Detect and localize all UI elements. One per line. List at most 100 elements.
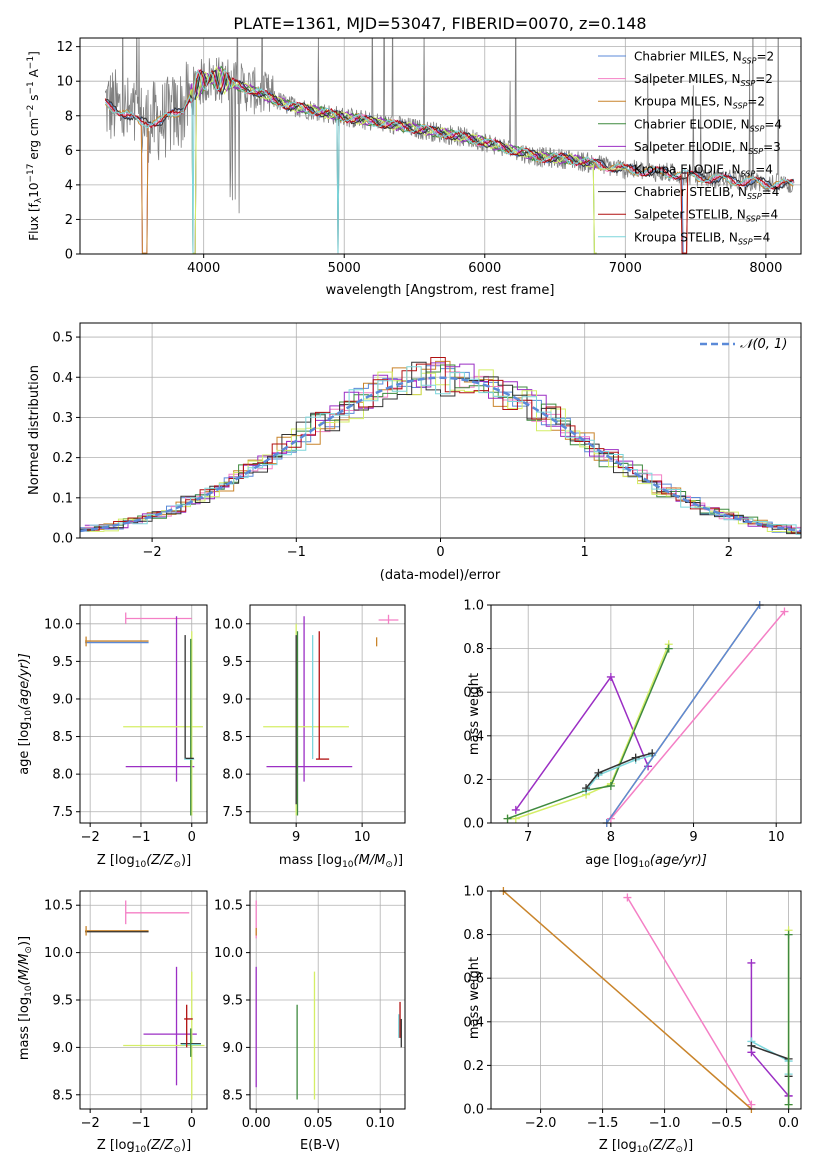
weight-z-x-label: Z [log10(Z/Z⊙)]: [599, 1138, 693, 1155]
p5-ytick-label: 0.4: [463, 729, 484, 744]
series-line-kroupa-miles: [502, 890, 752, 1110]
spectrum-xtick-label: 8000: [749, 261, 782, 276]
series-point-salpeter-miles: [623, 893, 632, 902]
legend-label-chabrier-stelib: Chabrier STELIB, NSSP=4: [634, 185, 779, 201]
spectrum-frame: [79, 37, 802, 255]
p8-ytick-label: 0.0: [463, 1103, 484, 1118]
spectrum-legend: Chabrier MILES, NSSP=2 Salpeter MILES, NS…: [598, 50, 782, 246]
p8-grid: [491, 890, 801, 1110]
mass-z-x-label: Z [log10(Z/Z⊙)]: [97, 1138, 191, 1155]
p6-grid: [80, 891, 207, 1109]
legend-label-salpeter-elodie: Salpeter ELODIE, NSSP=3: [634, 140, 781, 156]
p3-grid: [80, 605, 207, 823]
legend-label-salpeter-stelib: Salpeter STELIB, NSSP=4: [634, 208, 778, 224]
spectrum-x-label: wavelength [Angstrom, rest frame]: [326, 283, 555, 298]
p7-ytick-label: 8.5: [222, 1088, 243, 1103]
p3-xtick-label: 0: [188, 830, 196, 845]
weight-vs-age-panel: 7 8 9 10 0.0 0.2 0.4 0.6 0.8 1.0: [463, 599, 802, 846]
legend-label-kroupa-elodie: Kroupa ELODIE, NSSP=4: [634, 163, 773, 179]
p6-xtick-label: −2: [81, 1116, 100, 1131]
residual-ytick-label: 0.3: [52, 411, 73, 426]
spectrum-ytick-label: 12: [56, 40, 73, 55]
p4-ytick-label: 7.5: [222, 805, 243, 820]
p4-ytick-label: 9.0: [222, 692, 243, 707]
spectrum-ytick-label: 6: [65, 144, 73, 159]
p3-xtick-label: −1: [131, 830, 150, 845]
residual-ytick-label: 0.2: [52, 451, 73, 466]
residual-ytick-label: 0.1: [52, 491, 73, 506]
series-point-chabrier-elodie: [664, 644, 673, 653]
spectrum-ytick-label: 4: [65, 178, 73, 193]
p4-ytick-label: 10.0: [214, 617, 243, 632]
p7-xtick-label: 0.00: [242, 1116, 271, 1131]
weight-age-y-label: mass weight: [467, 673, 482, 755]
legend-label-chabrier-elodie: Chabrier ELODIE, NSSP=4: [634, 117, 782, 133]
residual-x-label: (data-model)/error: [380, 568, 501, 583]
p7-ytick-label: 9.5: [222, 994, 243, 1009]
residual-xtick-label: 0: [436, 545, 444, 560]
p6-ytick-label: 10.5: [44, 899, 73, 914]
p4-errorbars: [263, 614, 399, 816]
p6-ytick-label: 10.0: [44, 946, 73, 961]
gauss-legend-label: 𝒩(0, 1): [740, 337, 787, 352]
p3-ytick-label: 9.5: [52, 655, 73, 670]
residual-legend: 𝒩(0, 1): [700, 337, 787, 352]
residual-ytick-label: 0.0: [52, 532, 73, 547]
spectrum-ytick-label: 2: [65, 213, 73, 228]
series-line-chabrier-miles: [606, 604, 761, 824]
p8-ticks: −2.0 −1.5 −1.0 −0.5 0.0 0.0 0.2 0.4 0.6 0.8 1.0: [463, 885, 799, 1132]
hist-kroupa-stelib: [89, 366, 801, 535]
p8-xtick-label: −0.5: [711, 1116, 743, 1131]
p4-ytick-label: 8.0: [222, 768, 243, 783]
spectrum-xtick-label: 7000: [609, 261, 642, 276]
legend-label-chabrier-miles: Chabrier MILES, NSSP=2: [634, 50, 774, 66]
spectrum-title: PLATE=1361, MJD=53047, FIBERID=0070, z=0…: [233, 14, 646, 33]
age-mass-x-label: mass [log10(M/M⊙)]: [279, 853, 403, 870]
series-point-salpeter-elodie: [606, 672, 615, 681]
p5-xtick-label: 10: [768, 830, 785, 845]
residual-xtick-label: 1: [581, 545, 589, 560]
p3-xtick-label: −2: [81, 830, 100, 845]
residual-xtick-label: −2: [143, 545, 162, 560]
weight-age-x-label: age [log10(age/yr)]: [585, 853, 707, 870]
legend-label-kroupa-stelib: Kroupa STELIB, NSSP=4: [634, 230, 770, 246]
p7-ytick-label: 10.5: [214, 899, 243, 914]
p7-xtick-label: 0.05: [304, 1116, 333, 1131]
p3-ytick-label: 8.0: [52, 768, 73, 783]
p6-ytick-label: 8.5: [52, 1088, 73, 1103]
p6-xtick-label: −1: [131, 1116, 150, 1131]
age-y-label: age [log10(age/yr)]: [17, 653, 34, 775]
p7-ticks: 0.00 0.05 0.10 8.5 9.0 9.5 10.0 10.5: [214, 899, 395, 1131]
mass-vs-extinction-panel: 0.00 0.05 0.10 8.5 9.0 9.5 10.0 10.5: [214, 890, 406, 1131]
series-point-chabrier-stelib: [631, 753, 640, 762]
p5-ytick-label: 0.0: [463, 817, 484, 832]
p5-ytick-label: 0.6: [463, 686, 484, 701]
series-line-chabrier-stelib: [585, 752, 653, 789]
mass-y-label: mass [log10(M/M⊙)]: [17, 936, 34, 1060]
observed-spectrum: [104, 38, 795, 214]
residual-xtick-label: −1: [287, 545, 306, 560]
p7-grid: [250, 891, 405, 1109]
p5-ytick-label: 0.8: [463, 642, 484, 657]
residual-panel: −2 −1 0 1 2 0.0 0.1 0.2 0.3 0.4 0.5 (data-model)/e…: [27, 322, 802, 583]
series-line-salpeter-miles: [626, 897, 753, 1105]
p8-ytick-label: 0.6: [463, 972, 484, 987]
series-point-chabrier-elodie: [503, 814, 512, 823]
age-vs-mass-panel: 9 10 7.5 8.0 8.5 9.0 9.5 10.0: [214, 604, 406, 845]
series-point-salpeter-elodie: [747, 958, 756, 967]
p3-frame: [79, 604, 208, 824]
series-point-chabrier-elodie: [606, 781, 615, 790]
p5-series: [503, 601, 789, 827]
spectrum-ytick-label: 10: [56, 75, 73, 90]
series-point-salpeter-miles: [780, 607, 789, 616]
p8-xtick-label: −1.0: [649, 1116, 681, 1131]
spectrum-ytick-label: 8: [65, 109, 73, 124]
p5-ticks: 7 8 9 10 0.0 0.2 0.4 0.6 0.8 1.0: [463, 599, 784, 846]
legend-label-kroupa-miles: Kroupa MILES, NSSP=2: [634, 95, 765, 111]
p3-ytick-label: 9.0: [52, 692, 73, 707]
p6-ticks: −2 −1 0 8.5 9.0 9.5 10.0 10.5: [44, 899, 196, 1131]
p5-xtick-label: 9: [689, 830, 697, 845]
series-line-kroupa-stelib: [585, 754, 653, 791]
p4-xtick-label: 9: [292, 830, 300, 845]
